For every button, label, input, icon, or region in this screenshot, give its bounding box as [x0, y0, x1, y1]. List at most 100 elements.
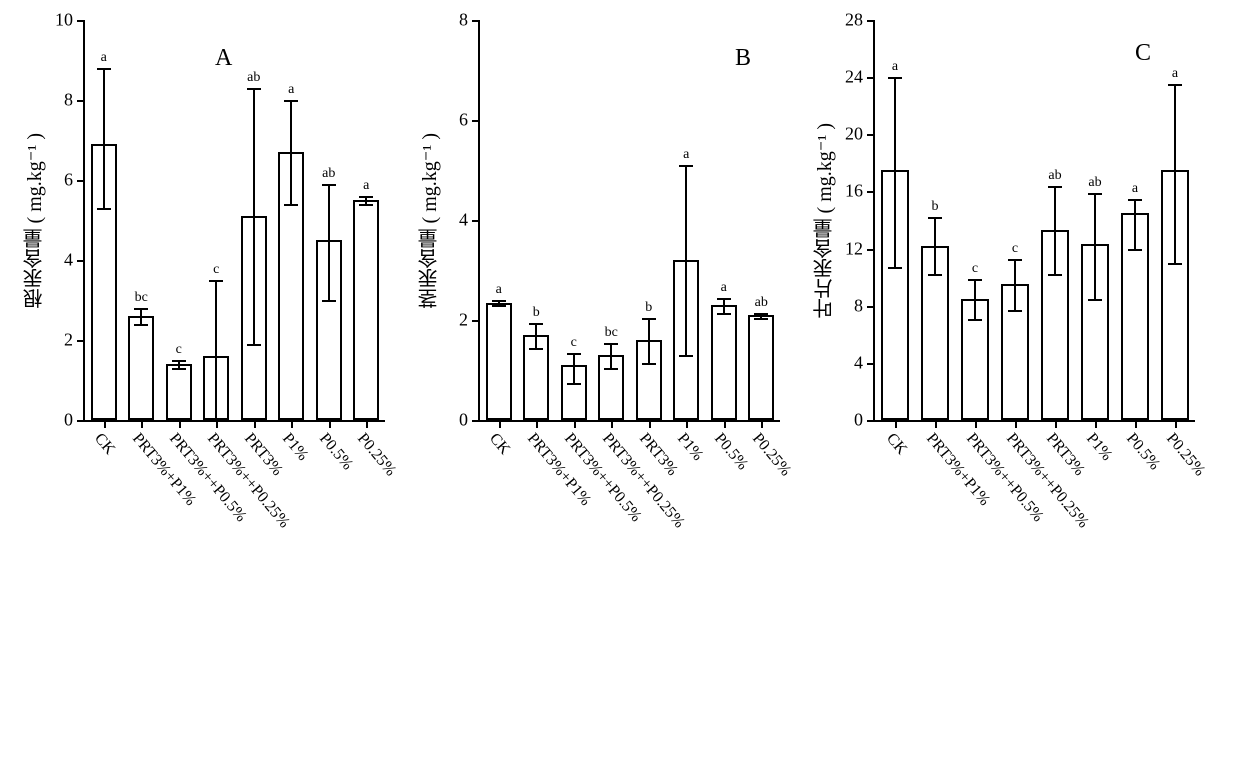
x-axis-label: P0.5%: [315, 430, 356, 474]
error-cap-bottom: [928, 274, 942, 276]
error-cap-bottom: [1088, 299, 1102, 301]
significance-label: ab: [755, 295, 768, 311]
error-cap-top: [134, 308, 148, 310]
significance-label: c: [176, 342, 182, 358]
significance-label: c: [571, 335, 577, 351]
error-cap-bottom: [604, 368, 618, 370]
x-tick: [611, 420, 613, 428]
y-tick-label: 6: [459, 110, 468, 131]
y-tick-label: 2: [64, 330, 73, 351]
x-axis-label: P0.25%: [1162, 430, 1208, 480]
error-cap-top: [754, 313, 768, 315]
error-cap-bottom: [717, 313, 731, 315]
error-bar: [1054, 186, 1056, 275]
y-tick: [867, 249, 875, 251]
x-tick: [366, 420, 368, 428]
error-bar: [894, 77, 896, 267]
x-tick: [329, 420, 331, 428]
significance-label: a: [288, 82, 294, 98]
error-cap-bottom: [968, 319, 982, 321]
error-cap-top: [1008, 259, 1022, 261]
y-tick-label: 24: [845, 67, 863, 88]
x-tick: [141, 420, 143, 428]
x-tick: [761, 420, 763, 428]
significance-label: ab: [247, 70, 260, 86]
x-labels: CKPRT3%+P1%PRT3%++P0.5%PRT3%++P0.25%PRT3…: [870, 428, 1190, 608]
error-cap-top: [642, 318, 656, 320]
error-cap-top: [492, 300, 506, 302]
x-tick: [574, 420, 576, 428]
plot-wrap: 根汞含量 ( mg.kg⁻¹ )0246810Aabcccabaaba: [20, 20, 385, 422]
x-tick: [1135, 420, 1137, 428]
significance-label: a: [496, 282, 502, 298]
error-cap-top: [1168, 84, 1182, 86]
error-cap-bottom: [97, 208, 111, 210]
x-tick: [1055, 420, 1057, 428]
error-cap-bottom: [134, 324, 148, 326]
error-bar: [610, 343, 612, 368]
x-tick: [254, 420, 256, 428]
error-cap-top: [1128, 199, 1142, 201]
error-cap-bottom: [172, 368, 186, 370]
y-tick-label: 8: [64, 90, 73, 111]
significance-label: c: [972, 261, 978, 277]
charts-row: 根汞含量 ( mg.kg⁻¹ )0246810AabcccabaabaCKPRT…: [20, 20, 1220, 608]
y-tick-label: 12: [845, 238, 863, 259]
significance-label: ab: [322, 166, 335, 182]
x-labels-wrap: CKPRT3%+P1%PRT3%++P0.5%PRT3%++P0.25%PRT3…: [421, 422, 775, 608]
y-tick-label: 4: [64, 250, 73, 271]
error-bar: [535, 323, 537, 348]
error-bar: [215, 280, 217, 420]
plot-wrap: 茎汞含量 ( mg.kg⁻¹ )02468Babcbcbaaab: [415, 20, 780, 422]
error-cap-top: [247, 88, 261, 90]
panel-label: A: [215, 45, 232, 72]
error-cap-bottom: [1008, 310, 1022, 312]
error-bar: [974, 279, 976, 319]
y-tick: [867, 191, 875, 193]
y-tick: [77, 340, 85, 342]
x-tick: [1015, 420, 1017, 428]
x-tick: [724, 420, 726, 428]
x-axis-label: P0.5%: [1122, 430, 1163, 474]
y-tick: [867, 363, 875, 365]
y-tick: [77, 180, 85, 182]
error-bar: [140, 308, 142, 324]
panel-label: B: [735, 45, 751, 72]
bar: [486, 303, 512, 421]
error-cap-bottom: [322, 300, 336, 302]
bar: [128, 316, 154, 420]
y-tick: [472, 420, 480, 422]
error-cap-top: [1048, 186, 1062, 188]
x-labels: CKPRT3%+P1%PRT3%++P0.5%PRT3%++P0.25%PRT3…: [475, 428, 775, 608]
error-cap-top: [679, 165, 693, 167]
chart-panel: 叶片汞含量 ( mg.kg⁻¹ )0481216202428Cabccababa…: [810, 20, 1195, 608]
significance-label: a: [363, 178, 369, 194]
error-cap-top: [1088, 193, 1102, 195]
x-tick: [179, 420, 181, 428]
error-cap-top: [717, 298, 731, 300]
error-bar: [253, 88, 255, 344]
y-tick: [77, 260, 85, 262]
error-bar: [1174, 84, 1176, 263]
significance-label: a: [721, 280, 727, 296]
x-axis-label: CK: [90, 430, 118, 459]
x-tick: [686, 420, 688, 428]
significance-label: a: [892, 59, 898, 75]
error-bar: [1014, 259, 1016, 310]
y-axis-label: 茎汞含量 ( mg.kg⁻¹ ): [415, 133, 444, 308]
error-cap-bottom: [754, 318, 768, 320]
plot-area: 0246810Aabcccabaaba: [83, 20, 385, 422]
y-axis-label: 叶片汞含量 ( mg.kg⁻¹ ): [810, 123, 839, 318]
y-tick-label: 0: [459, 410, 468, 431]
error-cap-top: [529, 323, 543, 325]
x-axis-label: P0.5%: [710, 430, 751, 474]
error-bar: [648, 318, 650, 363]
significance-label: bc: [605, 325, 618, 341]
x-labels-wrap: CKPRT3%+P1%PRT3%++P0.5%PRT3%++P0.25%PRT3…: [26, 422, 380, 608]
error-cap-top: [172, 360, 186, 362]
x-axis-label: CK: [485, 430, 513, 459]
error-bar: [290, 100, 292, 204]
error-bar: [685, 165, 687, 355]
error-cap-top: [968, 279, 982, 281]
error-bar: [328, 184, 330, 300]
